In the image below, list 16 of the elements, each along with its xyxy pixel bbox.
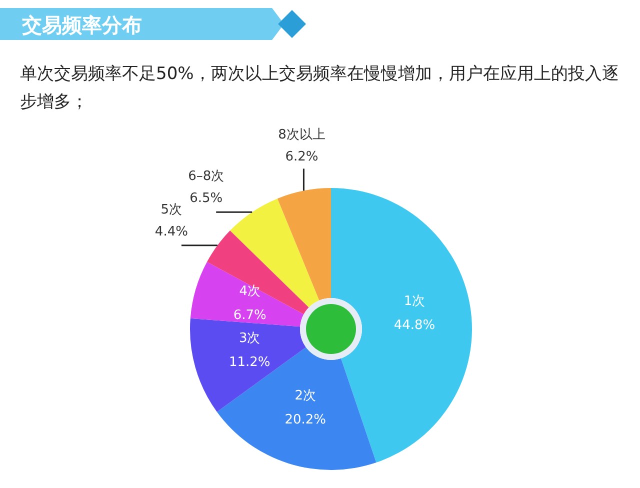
- slice-label: 8次以上: [278, 128, 326, 143]
- data-label: 11.2%: [228, 355, 270, 370]
- slice-label: 5次: [160, 202, 182, 218]
- data-label: 20.2%: [284, 412, 326, 428]
- data-label: 6.5%: [190, 191, 223, 206]
- slice-label: 4次: [239, 284, 260, 300]
- slice-label: 1次: [404, 294, 426, 310]
- slice-label: 3次: [238, 331, 260, 346]
- data-label: 6.2%: [285, 150, 318, 165]
- data-label: 44.8%: [394, 318, 436, 334]
- data-label: 6.7%: [233, 308, 266, 324]
- chart-subtitle: 单次交易频率不足50%，两次以上交易频率在慢慢增加，用户在应用上的投入逐步增多；: [20, 63, 620, 114]
- slice-label: 6–8次: [188, 169, 224, 184]
- data-label: 4.4%: [154, 224, 188, 240]
- slice-label: 2次: [294, 388, 316, 404]
- chart-title: 交易频率分布: [21, 13, 142, 37]
